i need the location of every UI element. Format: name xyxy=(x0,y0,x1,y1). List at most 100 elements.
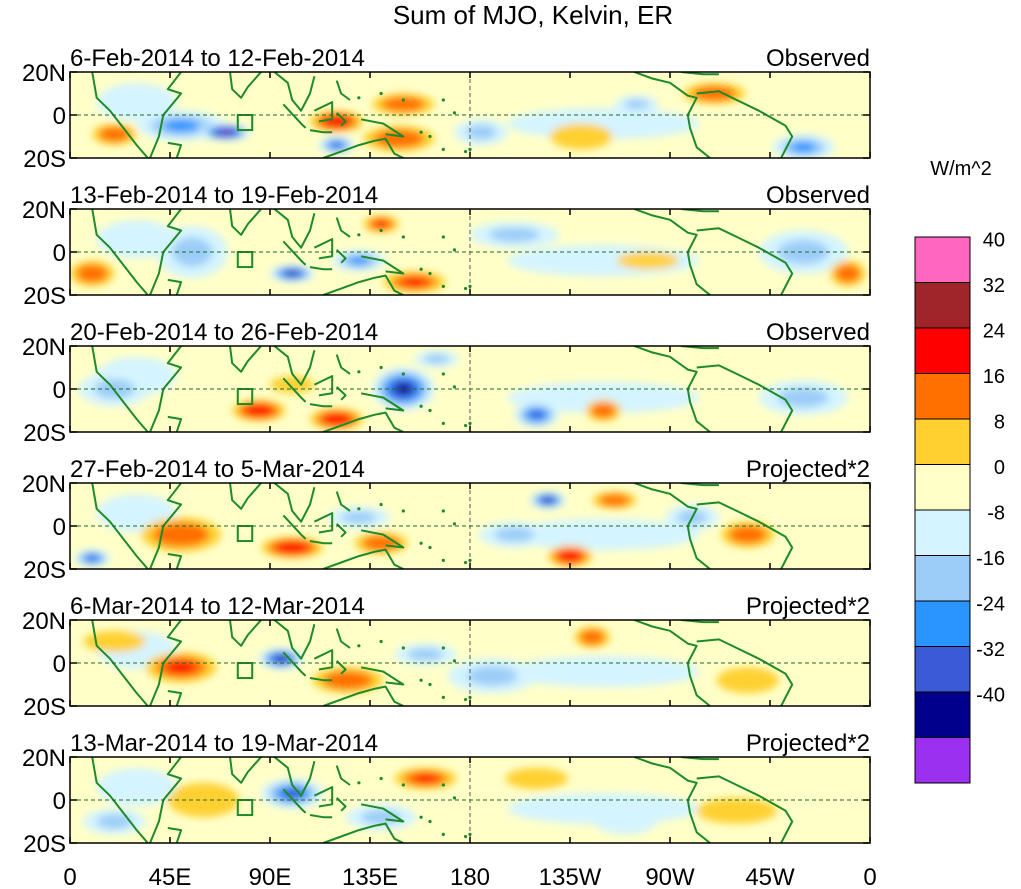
colorbar-label: 16 xyxy=(983,366,1005,388)
anomaly-field xyxy=(70,620,870,706)
coastline xyxy=(336,386,347,401)
anomaly-cell xyxy=(83,268,101,279)
y-tick-label: 0 xyxy=(53,514,66,541)
anomaly-cell xyxy=(96,83,177,122)
coastline xyxy=(696,364,794,432)
coastline xyxy=(282,103,307,129)
coastline xyxy=(309,403,333,408)
coastline xyxy=(335,80,351,101)
island xyxy=(401,372,405,376)
coastline xyxy=(634,483,711,569)
coastline xyxy=(313,512,334,534)
coastline xyxy=(309,814,333,819)
anomaly-cell xyxy=(250,407,267,414)
coastline xyxy=(167,690,183,706)
island xyxy=(401,783,405,787)
island xyxy=(441,98,445,102)
anomaly-cell xyxy=(424,354,450,364)
colorbar-label: -32 xyxy=(976,639,1005,661)
coastline xyxy=(167,827,183,843)
x-tick-label: 0 xyxy=(863,864,876,889)
x-tick-label: 45W xyxy=(745,864,795,889)
coastline xyxy=(322,274,404,295)
coastline xyxy=(696,638,794,706)
anomaly-cell xyxy=(163,119,199,132)
island xyxy=(379,228,383,233)
coastline xyxy=(229,757,262,784)
island xyxy=(419,541,423,545)
island xyxy=(428,134,432,139)
island xyxy=(419,267,423,271)
colorbar-label: -16 xyxy=(976,548,1005,570)
x-axis: 0 45E 90E 135E 180 135W 90W 45W 0 xyxy=(63,864,876,889)
coastline xyxy=(360,803,405,823)
coastline xyxy=(229,209,262,236)
island xyxy=(401,646,405,650)
colorbar-box xyxy=(914,373,971,420)
anomaly-cell xyxy=(374,220,389,228)
coastline xyxy=(149,209,183,295)
anomaly-cell xyxy=(714,803,760,819)
anomaly-blobs xyxy=(78,350,848,430)
anomaly-cell xyxy=(466,124,497,140)
coastline xyxy=(309,540,333,545)
coastline xyxy=(229,346,262,373)
island xyxy=(452,385,457,389)
coastline xyxy=(167,141,183,158)
panels: 20N 0 20S 6-Feb-2014 to 12-Feb-2014 Observed… xyxy=(22,45,871,858)
panel-period: 20-Feb-2014 to 26-Feb-2014 xyxy=(70,319,378,346)
y-tick-label: 20N xyxy=(22,745,66,772)
coastline xyxy=(360,529,405,549)
colorbar-box xyxy=(914,509,971,556)
anomaly-cell xyxy=(594,808,657,835)
anomaly-cell xyxy=(489,227,540,243)
island xyxy=(428,819,432,824)
anomaly-blobs xyxy=(92,82,835,158)
anomaly-cell xyxy=(494,527,535,542)
colorbar-box xyxy=(914,600,971,647)
anomaly-blobs xyxy=(83,767,777,835)
coastline xyxy=(335,765,351,786)
anomaly-blobs xyxy=(83,626,779,694)
island xyxy=(452,111,457,115)
y-tick-label: 0 xyxy=(53,240,66,267)
anomaly-field xyxy=(70,757,870,843)
colorbar-box xyxy=(914,691,971,738)
coastline xyxy=(335,491,351,512)
coastlines xyxy=(91,72,794,158)
anomaly-cell xyxy=(220,130,231,134)
coastline xyxy=(149,72,183,158)
island xyxy=(463,149,468,154)
anomaly-cell xyxy=(630,255,666,266)
colorbar-box xyxy=(914,418,971,465)
coastline xyxy=(313,101,334,123)
coastline xyxy=(309,677,333,682)
anomaly-cell xyxy=(395,383,411,395)
coastline xyxy=(313,375,334,397)
island xyxy=(428,271,432,276)
coastline xyxy=(634,72,711,158)
colorbar-label: 24 xyxy=(983,321,1005,343)
coastline xyxy=(282,240,307,266)
anomaly-cell xyxy=(165,527,197,542)
x-tick-label: 180 xyxy=(450,864,490,889)
island xyxy=(452,522,457,526)
colorbar-label: 32 xyxy=(983,275,1005,297)
coastlines xyxy=(91,483,794,569)
map-panel: 20N 0 20S 20-Feb-2014 to 26-Feb-2014 Observe… xyxy=(22,319,871,447)
coastline xyxy=(91,483,149,569)
island xyxy=(441,509,445,513)
map-panel: 20N 0 20S 6-Feb-2014 to 12-Feb-2014 Observed xyxy=(22,45,871,173)
colorbar-label: -24 xyxy=(976,594,1005,616)
island xyxy=(401,509,405,513)
coastline xyxy=(336,523,347,538)
island xyxy=(463,697,468,702)
coastline xyxy=(335,217,351,238)
island xyxy=(419,404,423,408)
panel-period: 13-Feb-2014 to 19-Feb-2014 xyxy=(70,182,378,209)
x-tick-label: 45E xyxy=(149,864,192,889)
island xyxy=(452,659,457,663)
coastline xyxy=(91,620,149,706)
y-tick-label: 20N xyxy=(22,60,66,87)
anomaly-cell xyxy=(402,277,427,287)
